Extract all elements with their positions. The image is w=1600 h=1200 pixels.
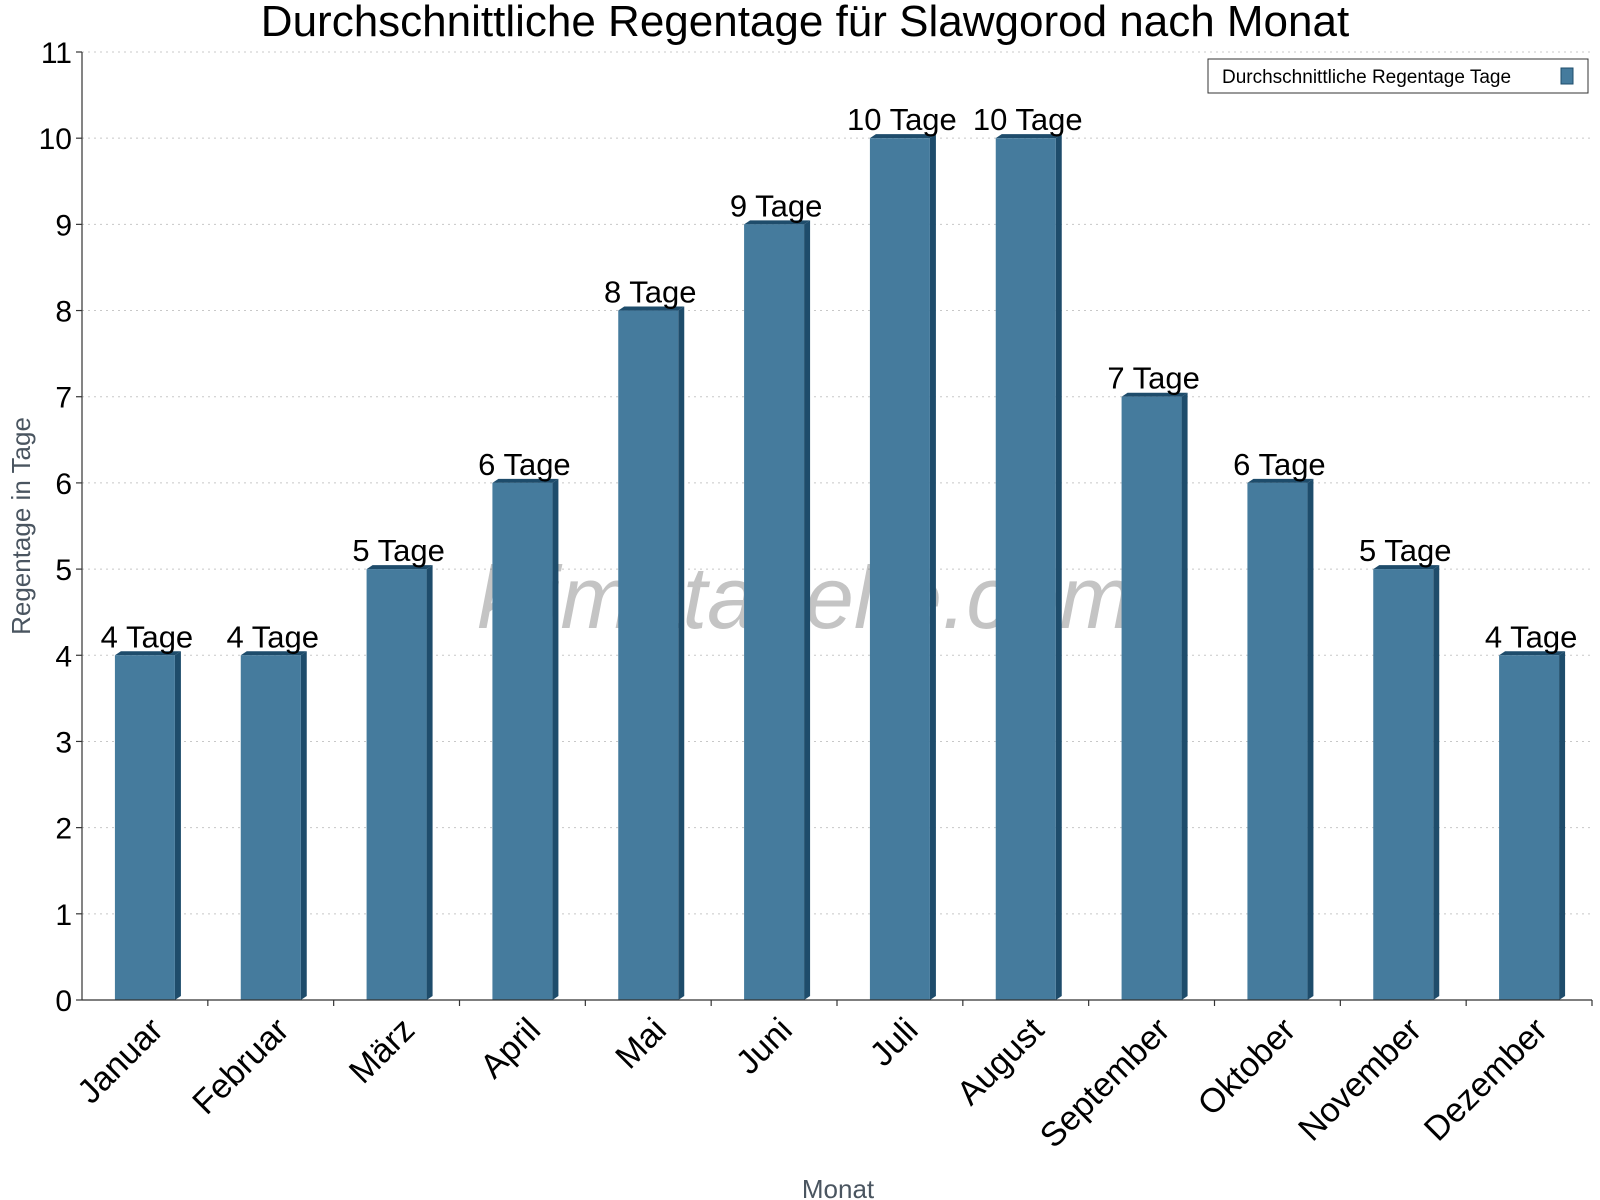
x-tick-label: Oktober — [1191, 1011, 1303, 1123]
legend-label: Durchschnittliche Regentage Tage — [1222, 67, 1511, 88]
data-label: 7 Tage — [1107, 361, 1200, 396]
bar — [114, 651, 181, 1000]
bar — [366, 565, 433, 1000]
x-tick-label: Juli — [863, 1011, 926, 1074]
data-label: 10 Tage — [973, 102, 1083, 137]
data-label: 4 Tage — [101, 619, 194, 654]
bar-top — [618, 306, 685, 311]
y-tick-label: 9 — [55, 209, 72, 242]
y-tick-labels: 0 1 2 3 4 5 6 7 8 9 10 11 — [39, 37, 82, 1018]
x-tick-label: Januar — [70, 1011, 170, 1111]
legend-swatch — [1560, 67, 1574, 85]
bar — [618, 306, 685, 1001]
bar — [744, 220, 811, 1000]
axes — [81, 52, 1592, 1001]
bar — [240, 651, 307, 1000]
y-tick-label: 4 — [55, 640, 72, 673]
bar-face — [995, 138, 1056, 1000]
bar-top — [366, 565, 433, 570]
data-labels: 4 Tage 4 Tage 5 Tage 6 Tage 8 Tage 9 Tage 10 T… — [101, 102, 1578, 654]
data-label: 5 Tage — [1359, 533, 1452, 568]
x-tick-label: November — [1291, 1011, 1429, 1149]
bar — [869, 134, 936, 1000]
y-tick-label: 10 — [39, 123, 72, 156]
bar-face — [1373, 569, 1434, 1000]
bar-face — [492, 482, 553, 1001]
y-tick-label: 3 — [55, 726, 72, 759]
bar-side — [1559, 651, 1566, 1000]
bar-face — [1121, 396, 1182, 1000]
data-label: 6 Tage — [478, 447, 571, 482]
data-label: 4 Tage — [226, 619, 319, 654]
bar-side — [1055, 134, 1062, 1000]
x-tick-label: Dezember — [1417, 1011, 1555, 1149]
bar-face — [869, 138, 930, 1000]
bar-top — [869, 134, 936, 139]
bar-side — [678, 306, 685, 1001]
x-tick-label: Juni — [729, 1011, 800, 1082]
bar — [995, 134, 1062, 1000]
bar — [1499, 651, 1566, 1000]
x-tick-labels: Januar Februar März April Mai Juni Juli AugustS… — [70, 1000, 1593, 1155]
bar-face — [366, 569, 427, 1000]
bar-side — [300, 651, 307, 1000]
bar-face — [114, 655, 175, 1000]
bar-top — [1373, 565, 1440, 570]
bar-side — [1433, 565, 1440, 1000]
y-axis-label: Regentage in Tage — [6, 417, 36, 635]
data-label: 4 Tage — [1485, 619, 1578, 654]
x-tick-label: Mai — [608, 1011, 674, 1077]
data-label: 5 Tage — [352, 533, 445, 568]
bar-face — [240, 655, 301, 1000]
bar — [1373, 565, 1440, 1000]
x-tick-label: Februar — [185, 1011, 296, 1122]
bar-top — [1247, 478, 1314, 483]
x-tick-label: August — [950, 1010, 1052, 1112]
bar-side — [1307, 478, 1314, 1001]
bar-top — [1499, 651, 1566, 656]
y-tick-label: 11 — [41, 37, 72, 70]
y-tick-label: 5 — [55, 554, 72, 587]
y-tick-label: 8 — [55, 296, 72, 329]
bar-top — [995, 134, 1062, 139]
bar-face — [744, 224, 805, 1000]
legend-box — [1207, 58, 1589, 94]
x-tick-label: März — [342, 1011, 422, 1091]
y-tick-label: 1 — [55, 899, 72, 932]
bar-side — [929, 134, 936, 1000]
bar-top — [114, 651, 181, 656]
x-tick-label: April — [473, 1011, 548, 1086]
bar — [492, 478, 559, 1001]
bar-side — [174, 651, 181, 1000]
bar-side — [426, 565, 433, 1000]
data-label: 8 Tage — [604, 275, 697, 310]
bars — [114, 134, 1566, 1001]
chart-title: Durchschnittliche Regentage für Slawgoro… — [261, 0, 1349, 46]
gridlines — [82, 51, 1592, 915]
bar-top — [744, 220, 811, 225]
bar-top — [240, 651, 307, 656]
legend: Durchschnittliche Regentage Tage — [1207, 58, 1589, 94]
bar — [1121, 392, 1188, 1000]
data-label: 10 Tage — [847, 102, 957, 137]
y-tick-label: 6 — [55, 468, 72, 501]
bar-top — [1121, 392, 1188, 397]
data-label: 9 Tage — [730, 188, 823, 223]
bar-side — [1181, 392, 1188, 1000]
data-label: 6 Tage — [1233, 447, 1326, 482]
y-tick-label: 2 — [55, 813, 72, 846]
x-tick-label: September — [1033, 1011, 1177, 1155]
bar-face — [1499, 655, 1560, 1000]
bar-side — [804, 220, 811, 1000]
bar-top — [492, 478, 559, 483]
x-axis-label: Monat — [802, 1174, 875, 1200]
bar-face — [618, 310, 679, 1001]
y-tick-label: 0 — [55, 985, 72, 1018]
bar-face — [1247, 482, 1308, 1001]
bar — [1247, 478, 1314, 1001]
y-tick-label: 7 — [55, 382, 72, 415]
bar-side — [552, 478, 559, 1001]
